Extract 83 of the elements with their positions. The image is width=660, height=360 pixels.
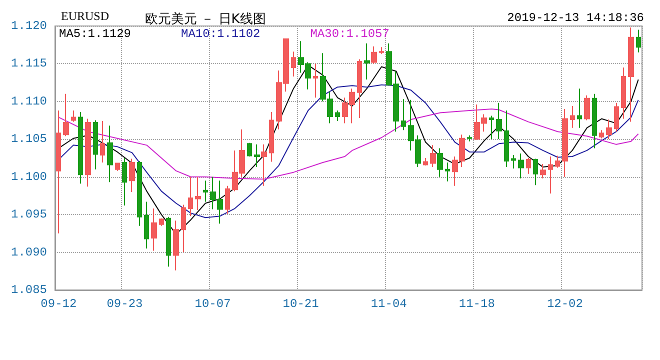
candlestick — [555, 155, 560, 168]
x-tick-label: 09-23 — [106, 297, 143, 311]
candlestick — [628, 27, 634, 122]
candlestick — [188, 176, 193, 217]
candlestick — [570, 105, 575, 128]
y-tick-label: 1.100 — [10, 170, 48, 184]
candlestick — [371, 46, 377, 64]
candlestick — [540, 164, 546, 179]
candlestick — [122, 158, 127, 206]
candlestick — [548, 156, 553, 194]
candlestick — [357, 58, 362, 119]
y-tick-label: 1.115 — [10, 56, 48, 71]
candlestick — [173, 220, 179, 271]
candlestick — [562, 108, 568, 178]
candlestick — [166, 216, 171, 268]
candlestick — [269, 111, 274, 162]
candlestick — [445, 162, 450, 182]
candlestick — [364, 42, 370, 80]
candlestick — [151, 208, 157, 252]
text: MA30:1.1057 — [310, 27, 390, 41]
candlestick — [437, 148, 443, 178]
x-tick-label: 11-04 — [370, 297, 407, 311]
candlestick — [526, 158, 531, 174]
candlestick — [614, 102, 619, 132]
candlestick — [584, 94, 590, 121]
candlestick — [518, 152, 524, 179]
candlestick — [100, 120, 105, 164]
candlestick — [115, 162, 120, 172]
candlestick — [63, 93, 69, 137]
candlestick — [159, 218, 164, 226]
candlestick — [71, 110, 76, 122]
x-tick-label: 11-18 — [458, 297, 495, 311]
candlestick — [379, 46, 384, 54]
candlestick — [335, 110, 340, 122]
y-tick-label: 1.120 — [10, 19, 48, 33]
candlestick — [261, 144, 267, 186]
candlestick — [467, 134, 472, 142]
candlestick — [504, 110, 509, 168]
candlestick — [313, 63, 318, 98]
candlestick — [195, 176, 201, 211]
candlestick — [137, 160, 142, 226]
candlestick — [56, 110, 61, 234]
candlestick — [577, 88, 582, 128]
y-tick-label: 1.110 — [10, 94, 48, 108]
text: MA5:1.1129 — [59, 27, 132, 41]
y-tick-label: 1.095 — [10, 208, 48, 222]
candlestick — [423, 158, 428, 166]
candlestick — [129, 158, 135, 192]
candlestick — [93, 120, 98, 170]
candlestick — [599, 130, 604, 139]
candlestick — [291, 51, 296, 78]
x-tick-label: 10-21 — [282, 297, 319, 311]
candlestick — [107, 125, 113, 183]
line-series — [58, 84, 639, 218]
candlestick — [489, 115, 494, 140]
y-axis-title: EURUSD — [61, 9, 110, 23]
candlestick — [496, 102, 502, 140]
candlestick — [606, 119, 612, 140]
candlestick — [621, 66, 626, 120]
x-tick-label: 12-02 — [546, 297, 583, 311]
candlestick — [85, 118, 91, 188]
candlestick — [533, 158, 538, 186]
candlestick — [636, 29, 641, 53]
candlestick — [254, 144, 260, 168]
candlestick — [511, 154, 516, 170]
candlestick — [78, 111, 83, 184]
text: MA10:1.1102 — [181, 27, 260, 41]
candlestick — [401, 98, 406, 131]
x-tick-label: 09-12 — [40, 297, 77, 311]
y-tick-label: 1.105 — [10, 132, 48, 146]
candlestick — [225, 185, 230, 214]
candlestick — [430, 144, 436, 168]
y-tick-label: 1.090 — [10, 245, 48, 260]
chart-title: 欧元美元 － 日K线图 — [145, 11, 266, 27]
line-series — [58, 108, 639, 180]
candlestick — [144, 201, 149, 250]
y-tick-label: 1.085 — [10, 283, 48, 297]
candlestick — [203, 180, 208, 202]
text: 2019-12-13 14:18:36 — [507, 11, 644, 25]
x-tick-label: 10-07 — [194, 297, 231, 311]
candlestick — [181, 204, 186, 253]
candlestick — [592, 93, 597, 149]
candlestick — [247, 142, 252, 157]
